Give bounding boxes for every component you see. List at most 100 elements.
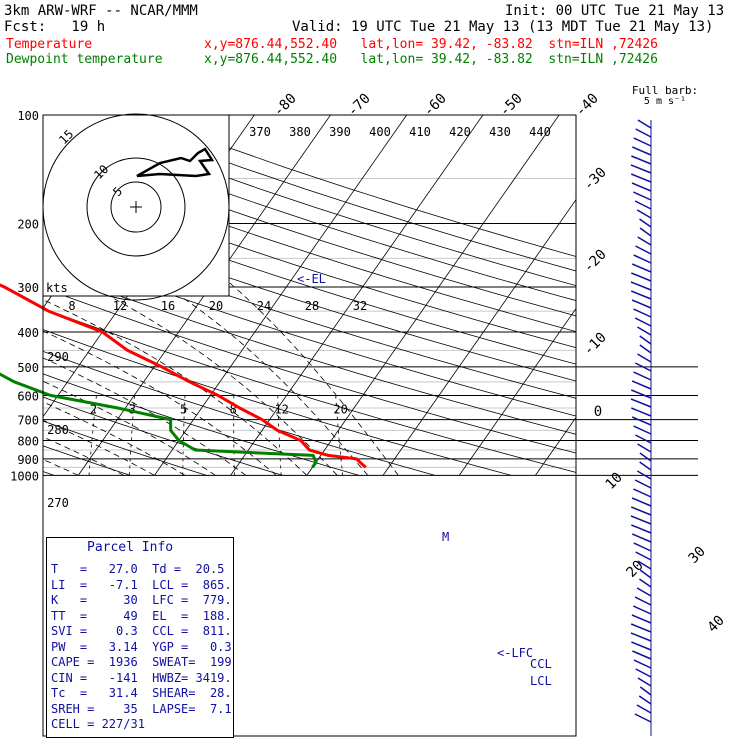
parcel-info-row: SREH = 35 LAPSE= 7.1 — [51, 701, 232, 716]
wind-barb — [638, 695, 652, 705]
hodograph-speed-label: 20 — [209, 299, 223, 313]
dew-legend-location: x,y=876.44,552.40 lat,lon= 39.42, -83.82… — [204, 52, 658, 67]
theta-label: 430 — [489, 125, 511, 139]
isotherm-label: -30 — [581, 165, 610, 194]
mixing-ratio-line — [233, 395, 235, 476]
wind-barb — [635, 434, 652, 444]
wind-barb — [630, 506, 652, 516]
isotherm-label: -40 — [573, 91, 602, 120]
wind-barb — [631, 299, 652, 309]
mixing-ratio-line — [88, 395, 97, 476]
wind-barb — [636, 704, 652, 714]
pressure-tick-label: 200 — [17, 217, 39, 231]
wind-barb — [631, 389, 652, 399]
wind-barb — [631, 524, 652, 534]
lfc-annotation: <-LFC — [497, 646, 533, 660]
isotherm-line — [382, 199, 576, 476]
barb-legend-title: Full barb: — [632, 84, 698, 97]
m-annotation: M — [442, 530, 449, 544]
valid-time: Valid: 19 UTC Tue 21 May 13 (13 MDT Tue … — [292, 19, 714, 35]
wind-barb — [637, 353, 652, 363]
mixing-ratio-label: 12 — [274, 403, 288, 417]
wind-barb — [631, 416, 652, 426]
isotherm-label: -20 — [581, 247, 610, 276]
parcel-info-row: CIN = -141 HWBZ= 3419. — [51, 670, 232, 685]
wind-barb — [636, 209, 652, 219]
theta-label: 440 — [529, 125, 551, 139]
dry-adiabat-line — [43, 307, 576, 473]
mixing-ratio-label: 8 — [230, 403, 237, 417]
dewpoint-line — [0, 372, 318, 469]
pressure-tick-label: 400 — [17, 326, 39, 340]
dry-adiabat-line — [43, 373, 360, 476]
model-title: 3km ARW-WRF -- NCAR/MMM — [4, 3, 198, 19]
wind-barb — [633, 137, 652, 147]
mixing-ratio-label: 2 — [90, 403, 97, 417]
theta-label: 370 — [249, 125, 271, 139]
parcel-info-row: PW = 3.14 YGP = 0.3 — [51, 639, 232, 654]
isotherm-line — [154, 115, 408, 476]
wind-barb — [632, 650, 652, 660]
wind-barb — [633, 254, 652, 264]
dry-adiabat-line — [43, 174, 576, 349]
dry-adiabat-line — [60, 115, 576, 287]
wind-barb — [635, 668, 652, 678]
wind-barb — [639, 344, 652, 354]
wind-barb — [639, 335, 652, 345]
parcel-info-row: K = 30 LFC = 779. — [51, 593, 232, 607]
wind-barb — [630, 164, 652, 174]
isotherm-label: 40 — [705, 613, 728, 636]
pressure-tick-label: 900 — [17, 453, 39, 467]
wind-barb — [631, 263, 652, 273]
wind-barb — [630, 398, 652, 408]
wind-barb — [637, 119, 652, 129]
theta-label: 400 — [369, 125, 391, 139]
barb-legend-units: 5 m s⁻¹ — [644, 96, 686, 107]
hodograph-axis-label: kts — [46, 281, 68, 295]
hodograph-speed-label: 28 — [305, 299, 319, 313]
wind-barb — [639, 578, 652, 588]
dry-adiabat-line — [100, 115, 576, 272]
dew-legend-label: Dewpoint temperature — [6, 52, 163, 67]
wind-barb — [632, 146, 652, 156]
wind-barb — [633, 542, 652, 552]
el-annotation: <-EL — [297, 272, 326, 286]
mixing-ratio-label: 5 — [180, 403, 187, 417]
hodograph-trace — [136, 147, 215, 178]
lcl-annotation: LCL — [530, 674, 552, 688]
moist-adiabat-line — [149, 223, 399, 476]
forecast-hour: Fcst: 19 h — [4, 19, 106, 35]
theta-label: 420 — [449, 125, 471, 139]
parcel-info-title: Parcel Info — [87, 540, 174, 555]
dry-adiabat-line — [43, 420, 207, 476]
isotherm-label: -10 — [581, 330, 610, 359]
pressure-tick-label: 500 — [17, 361, 39, 375]
parcel-info-row: CELL = 227/31 — [51, 717, 145, 731]
wind-barb — [634, 479, 652, 489]
wind-barb — [632, 191, 652, 201]
hodograph-speed-label: 8 — [68, 299, 75, 313]
wind-barb — [631, 155, 652, 165]
parcel-info-row: CAPE = 1936 SWEAT= 199 — [51, 655, 232, 669]
theta-label: 290 — [47, 350, 69, 364]
hodograph-speed-label: 12 — [113, 299, 127, 313]
dry-adiabat-line — [43, 287, 576, 454]
wind-barb — [630, 632, 652, 642]
hodograph-speed-label: 24 — [257, 299, 271, 313]
wind-barb — [631, 407, 652, 417]
dry-adiabat-line — [43, 445, 131, 476]
wind-barb — [631, 614, 652, 624]
parcel-info-row: T = 27.0 Td = 20.5 — [51, 562, 225, 576]
isotherm-label: 10 — [603, 470, 626, 493]
wind-barb — [633, 659, 652, 669]
wind-barb — [631, 641, 652, 651]
mixing-ratio-label: 3 — [129, 403, 136, 417]
parcel-info-panel: Parcel Info T = 27.0 Td = 20.5 LI = -7.1 … — [46, 537, 234, 738]
hodograph-speed-label: 32 — [353, 299, 367, 313]
wind-barb — [635, 128, 652, 138]
wind-barb — [634, 596, 652, 606]
wind-barb — [639, 686, 652, 696]
isotherm-line — [306, 115, 560, 476]
dry-adiabat-line — [43, 329, 512, 476]
